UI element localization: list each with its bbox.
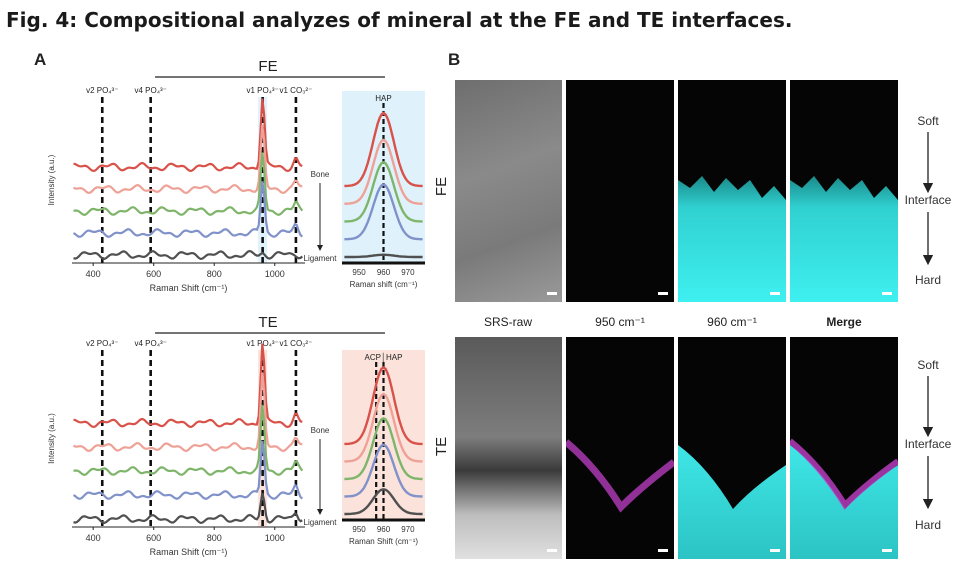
inset-peak-label: HAP [375, 94, 391, 103]
row-label-te: TE [433, 436, 451, 457]
inset-spectrum-line [344, 488, 423, 516]
chart-title: TE [258, 314, 277, 331]
fe-960-image [678, 80, 786, 302]
te-soft-label: Soft [917, 358, 939, 372]
peak-label: v4 PO₄³⁻ [134, 86, 166, 95]
inset-spectrum-line [344, 111, 423, 188]
inset-spectrum-line [344, 443, 423, 498]
te-960-cyan-region [678, 445, 786, 559]
x-tick-label: 400 [86, 533, 101, 543]
te-960-image [678, 337, 786, 559]
panel-b-letter: B [448, 50, 461, 69]
inset-x-tick-label: 950 [352, 268, 366, 277]
figure-title: Fig. 4: Compositional analyzes of minera… [6, 8, 793, 32]
gradient-bottom-label: Ligament [304, 254, 338, 263]
column-label-960: 960 cm⁻¹ [707, 315, 757, 329]
panel-a-letter: A [34, 50, 47, 69]
spectrum-line-bone [73, 343, 303, 429]
column-label-merge: Merge [826, 315, 862, 329]
fe-merge-image [790, 80, 898, 302]
scale-bar [547, 292, 557, 295]
spectrum-line-layer-3 [73, 404, 304, 477]
x-tick-label: 400 [86, 269, 101, 279]
inset-spectrum-line [344, 160, 423, 223]
spectrum-line-ligament [73, 492, 303, 525]
inset-x-tick-label: 970 [401, 268, 415, 277]
te-srs-raw-image [455, 337, 562, 559]
spectrum-line-layer-2 [73, 124, 303, 195]
peak-highlight-band [258, 350, 268, 527]
fe-soft-label: Soft [917, 114, 939, 128]
peak-label: v4 PO₄³⁻ [134, 339, 166, 348]
x-tick-label: 800 [207, 269, 222, 279]
inset-spectrum-line [344, 138, 423, 205]
chart-title: FE [258, 58, 277, 75]
peak-label: v1 CO₃²⁻ [280, 339, 313, 348]
te-950-magenta-signal [566, 439, 674, 513]
te-spectra-chart: TE v2 PO₄³⁻ v4 PO₄³⁻ v1 PO₄³⁻ v1 CO₃²⁻ 400 600… [47, 314, 425, 557]
scale-bar [658, 292, 668, 295]
y-axis-label: Intensity (a.u.) [47, 413, 56, 464]
y-axis-label: Intensity (a.u.) [47, 154, 56, 205]
gradient-bottom-label: Ligament [304, 518, 338, 527]
fe-hard-label: Hard [914, 273, 942, 287]
x-tick-label: 800 [207, 533, 222, 543]
inset-spectrum-line [344, 392, 423, 463]
peak-label: v2 PO₄³⁻ [86, 339, 118, 348]
inset-x-axis-label: Raman Shift (cm⁻¹) [349, 537, 418, 546]
x-axis-label: Raman Shift (cm⁻¹) [150, 283, 228, 293]
spectrum-line-layer-4 [72, 440, 304, 500]
spectrum-line-layer-3 [73, 152, 304, 217]
spectrum-line-bone [73, 98, 303, 173]
x-tick-label: 600 [146, 269, 161, 279]
inset-peak-label: ACP│HAP [365, 352, 403, 363]
scale-bar [882, 549, 892, 552]
column-label-srs-raw: SRS-raw [483, 315, 533, 329]
te-merge-image [790, 337, 898, 559]
x-tick-label: 1000 [265, 533, 285, 543]
inset-spectrum-line [344, 253, 423, 259]
inset-x-tick-label: 960 [377, 268, 391, 277]
te-950-image [566, 337, 674, 559]
te-hard-label: Hard [914, 518, 942, 532]
fe-960-cyan-region [678, 176, 786, 302]
gradient-top-label: Bone [311, 426, 330, 435]
scale-bar [547, 549, 557, 552]
scale-bar [770, 292, 780, 295]
fe-merge-cyan-region [790, 176, 898, 302]
peak-label: v1 CO₃²⁻ [280, 86, 313, 95]
column-label-950: 950 cm⁻¹ [595, 315, 645, 329]
inset-spectrum-line [344, 416, 423, 481]
scale-bar [658, 549, 668, 552]
peak-label: v2 PO₄³⁻ [86, 86, 118, 95]
spectrum-line-ligament [73, 249, 303, 261]
gradient-arrow-head [317, 509, 323, 515]
inset-x-tick-label: 960 [377, 525, 391, 534]
x-tick-label: 600 [146, 533, 161, 543]
x-axis-label: Raman Shift (cm⁻¹) [150, 547, 228, 557]
te-merge-region [790, 438, 898, 559]
peak-label: v1 PO₄³⁻ [246, 86, 278, 95]
inset-x-tick-label: 970 [401, 525, 415, 534]
inset-x-tick-label: 950 [352, 525, 366, 534]
fe-srs-raw-image [455, 80, 562, 302]
gradient-top-label: Bone [311, 170, 330, 179]
gradient-arrow-head [317, 245, 323, 251]
inset-spectrum-line [344, 183, 423, 241]
inset-spectrum-line [344, 366, 423, 446]
peak-label: v1 PO₄³⁻ [246, 339, 278, 348]
te-interface-label: Interface [904, 437, 952, 451]
depth-scale-arrows [922, 132, 934, 510]
x-tick-label: 1000 [265, 269, 285, 279]
fe-interface-label: Interface [904, 193, 952, 207]
fe-spectra-chart: FE v2 PO₄³⁻ v4 PO₄³⁻ v1 PO₄³⁻ v1 CO₃²⁻ 400 600… [47, 58, 425, 293]
spectrum-line-layer-4 [72, 181, 304, 238]
fe-950-image [566, 80, 674, 302]
scale-bar [882, 292, 892, 295]
spectrum-line-layer-2 [73, 372, 303, 453]
row-label-fe: FE [433, 176, 451, 197]
inset-x-axis-label: Raman shift (cm⁻¹) [350, 280, 418, 289]
scale-bar [770, 549, 780, 552]
